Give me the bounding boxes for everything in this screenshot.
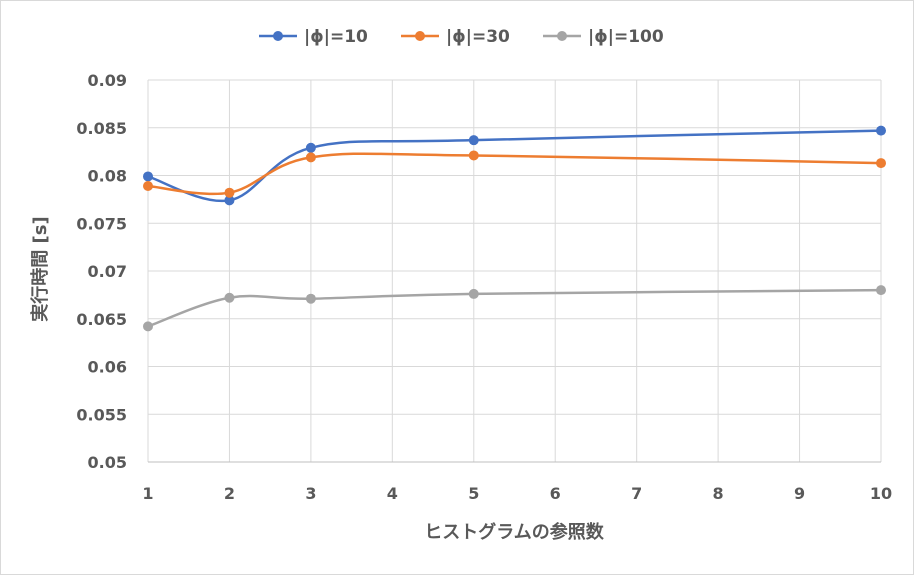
x-tick-label: 2 [224,484,235,503]
data-point [305,152,316,163]
x-tick-label: 9 [794,484,805,503]
x-tick-label: 7 [631,484,642,503]
axis-layer: 0.05 0.055 0.06 0.065 0.07 0.075 0.08 0.085 0.09… [76,71,892,503]
data-point [224,187,235,198]
data-point [143,181,153,192]
data-point [468,288,479,299]
y-tick-label: 0.075 [76,214,127,233]
data-point [468,135,479,146]
x-tick-label: 5 [468,484,479,503]
y-tick-label: 0.09 [88,71,127,90]
legend: |ϕ|=10 |ϕ|=30 |ϕ|=100 [259,27,664,47]
y-tick-label: 0.065 [76,310,127,329]
series-layer [143,125,886,332]
data-point [876,285,886,296]
data-point [224,292,235,303]
grid-layer [147,79,882,463]
x-axis-title: ヒストグラムの参照数 [424,521,604,543]
data-point [468,150,479,161]
series-line [146,152,883,196]
x-tick-label: 4 [387,484,398,503]
y-tick-label: 0.07 [88,262,127,281]
data-point [305,293,316,304]
y-tick-label: 0.055 [76,405,127,424]
x-tick-label: 10 [870,484,892,503]
legend-label: |ϕ|=100 [588,27,664,47]
legend-label: |ϕ|=10 [304,27,368,47]
data-point [305,142,316,153]
y-tick-label: 0.08 [88,167,127,186]
y-tick-label: 0.06 [88,358,127,377]
x-tick-label: 3 [305,484,316,503]
x-tick-label: 1 [142,484,153,503]
series-line [146,129,883,203]
data-point [224,195,235,206]
legend-marker [273,31,283,41]
series-line [146,288,883,328]
legend-marker [415,31,425,41]
data-point [143,171,153,182]
data-point [876,158,886,169]
y-axis-title: 実行時間 [s] [29,216,51,321]
x-tick-label: 8 [713,484,724,503]
x-tick-label: 6 [550,484,561,503]
data-point [143,321,153,332]
legend-marker [557,31,567,41]
y-tick-label: 0.05 [88,453,127,472]
y-tick-label: 0.085 [76,119,127,138]
legend-label: |ϕ|=30 [446,27,510,47]
data-point [876,125,886,136]
